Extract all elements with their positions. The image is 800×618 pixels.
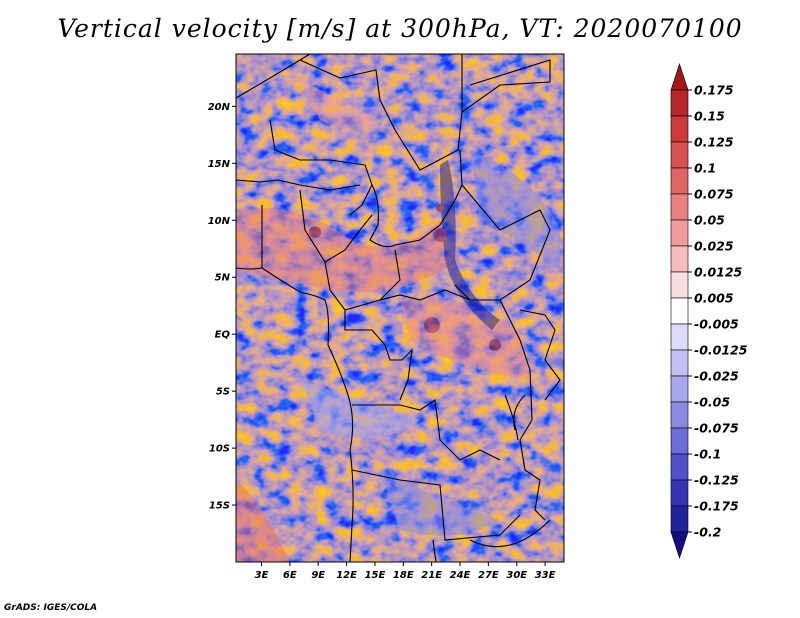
colorbar-label: -0.075 xyxy=(694,421,739,436)
lon-tick-label: 27E xyxy=(478,570,499,581)
map-title: Vertical velocity [m/s] at 300hPa, VT: 2… xyxy=(57,14,743,43)
lat-tick-label: 5S xyxy=(216,387,230,398)
colorbar-swatch xyxy=(670,167,689,195)
colorbar-swatch xyxy=(670,427,689,455)
colorbar-swatch xyxy=(670,453,689,481)
colorbar-label: 0.05 xyxy=(694,213,725,228)
latitude-axis: 20N 15N 10N 5N EQ 5S 10S 15S xyxy=(208,102,236,512)
lon-tick-label: 18E xyxy=(393,570,414,581)
lon-tick-label: 12E xyxy=(336,570,357,581)
lat-tick-label: 20N xyxy=(208,102,231,113)
colorbar-swatch xyxy=(670,479,689,507)
colorbar-label: 0.1 xyxy=(694,161,716,176)
colorbar-label: 0.0125 xyxy=(694,265,743,280)
colorbar-swatch xyxy=(670,63,689,91)
velocity-field xyxy=(235,53,565,563)
colorbar-label: 0.025 xyxy=(694,239,734,254)
lat-tick-label: 10N xyxy=(208,216,231,227)
lon-tick-label: 24E xyxy=(450,570,471,581)
colorbar-swatch xyxy=(670,193,689,221)
colorbar-label: 0.125 xyxy=(694,135,734,150)
lat-tick-label: EQ xyxy=(215,330,231,341)
colorbar-swatch xyxy=(670,401,689,429)
lat-tick-label: 10S xyxy=(209,444,230,455)
lat-tick-label: 15N xyxy=(208,159,231,170)
colorbar-swatch xyxy=(670,141,689,169)
colorbar-swatch xyxy=(670,375,689,403)
lon-tick-label: 30E xyxy=(506,570,527,581)
lon-tick-label: 3E xyxy=(255,570,269,581)
colorbar-label: 0.15 xyxy=(694,109,725,124)
colorbar-label: 0.075 xyxy=(694,187,734,202)
grads-credit: GrADS: IGES/COLA xyxy=(4,603,98,613)
colorbar-swatch xyxy=(670,271,689,299)
lon-tick-label: 33E xyxy=(535,570,556,581)
colorbar-label: -0.005 xyxy=(694,317,739,332)
colorbar-swatch xyxy=(670,115,689,143)
colorbar-label: -0.0125 xyxy=(694,343,748,358)
lat-tick-label: 5N xyxy=(215,273,231,284)
colorbar-swatch xyxy=(670,505,689,533)
colorbar-label: -0.2 xyxy=(694,525,721,540)
lon-tick-label: 21E xyxy=(421,570,442,581)
colorbar-swatch xyxy=(670,245,689,273)
longitude-axis: 3E 6E 9E 12E 15E 18E 21E 24E 27E 30E 33E xyxy=(255,562,556,581)
colorbar-label: -0.025 xyxy=(694,369,739,384)
lon-tick-label: 9E xyxy=(311,570,325,581)
colorbar-label: -0.175 xyxy=(694,499,739,514)
lon-tick-label: 15E xyxy=(365,570,386,581)
colorbar-label: -0.125 xyxy=(694,473,739,488)
colorbar-label: -0.1 xyxy=(694,447,721,462)
colorbar-swatch xyxy=(670,89,689,117)
lon-tick-label: 6E xyxy=(283,570,297,581)
colorbar-swatch xyxy=(670,349,689,377)
colorbar: 0.175 0.15 0.125 0.1 0.075 0.05 0.025 0.0125 0.0… xyxy=(670,63,748,559)
colorbar-swatch xyxy=(670,531,689,559)
lat-tick-label: 15S xyxy=(209,501,230,512)
colorbar-swatch xyxy=(670,219,689,247)
colorbar-label: -0.05 xyxy=(694,395,730,410)
colorbar-label: 0.175 xyxy=(694,83,734,98)
colorbar-label: 0.005 xyxy=(694,291,734,306)
country-borders xyxy=(236,54,561,562)
colorbar-swatch xyxy=(670,323,689,351)
colorbar-swatch xyxy=(670,297,689,325)
